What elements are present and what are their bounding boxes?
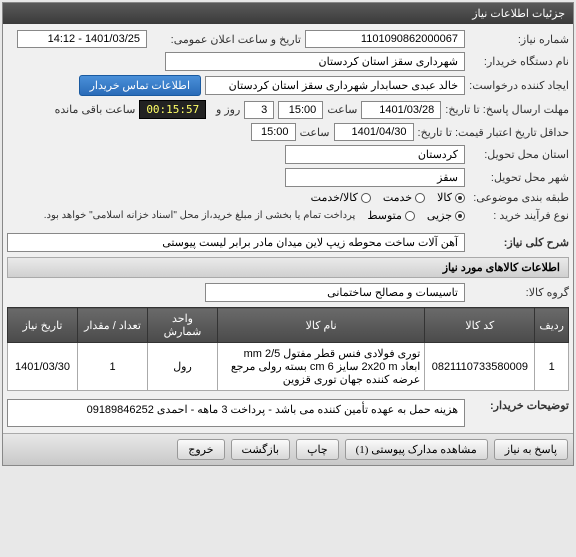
cell-date: 1401/03/30 xyxy=(8,343,78,391)
footer-toolbar: پاسخ به نیاز مشاهده مدارک پیوستی (1) چاپ… xyxy=(3,433,573,465)
row-buyer: نام دستگاه خریدار: شهرداری سقز استان کرد… xyxy=(7,50,569,73)
cell-code: 0821110733580009 xyxy=(425,343,535,391)
deadline-hour: 15:00 xyxy=(278,101,323,119)
cell-qty: 1 xyxy=(78,343,148,391)
remaining-label: ساعت باقی مانده xyxy=(55,103,136,116)
deadline-label: مهلت ارسال پاسخ: تا تاریخ: xyxy=(445,103,569,116)
desc-value: آهن آلات ساخت محوطه زیپ لاین میدان مادر … xyxy=(7,233,465,252)
row-province: استان محل تحویل: کردستان xyxy=(7,143,569,166)
radio-dot-icon xyxy=(405,211,415,221)
radio-goods[interactable]: کالا xyxy=(437,191,465,204)
th-date: تاریخ نیاز xyxy=(8,308,78,343)
desc-title: شرح کلی نیاز: xyxy=(469,236,569,249)
requester-label: ایجاد کننده درخواست: xyxy=(469,79,569,92)
validity-hour: 15:00 xyxy=(251,123,296,141)
city-label: شهر محل تحویل: xyxy=(469,171,569,184)
radio-dot-icon xyxy=(455,211,465,221)
city-value: سقز xyxy=(285,168,465,187)
radio-dot-icon xyxy=(415,193,425,203)
cell-name: توری فولادی فنس قطر مفتول 2/5 mm ابعاد 2… xyxy=(218,343,425,391)
days-label: روز و xyxy=(210,103,240,116)
validity-label: حداقل تاریخ اعتبار قیمت: تا تاریخ: xyxy=(418,126,569,139)
province-value: کردستان xyxy=(285,145,465,164)
category-label: طبقه بندی موضوعی: xyxy=(469,191,569,204)
radio-dot-icon xyxy=(455,193,465,203)
row-buy-type: نوع فرآیند خرید : جزیی متوسط پرداخت تمام… xyxy=(7,206,569,225)
province-label: استان محل تحویل: xyxy=(469,148,569,161)
reply-button[interactable]: پاسخ به نیاز xyxy=(494,439,568,460)
table-row[interactable]: 1 0821110733580009 توری فولادی فنس قطر م… xyxy=(8,343,569,391)
print-button[interactable]: چاپ xyxy=(296,439,339,460)
row-requester: ایجاد کننده درخواست: خالد عبدی حسابدار ش… xyxy=(7,73,569,98)
requester-value: خالد عبدی حسابدار شهرداری سقز استان کردس… xyxy=(205,76,465,95)
exit-button[interactable]: خروج xyxy=(177,439,224,460)
hour-label-1: ساعت xyxy=(327,103,357,116)
row-validity: حداقل تاریخ اعتبار قیمت: تا تاریخ: 1401/… xyxy=(7,121,569,143)
buy-type-label: نوع فرآیند خرید : xyxy=(469,209,569,222)
row-need-no: شماره نیاز: 1101090862000067 تاریخ و ساع… xyxy=(7,28,569,50)
th-row: ردیف xyxy=(535,308,569,343)
cell-row: 1 xyxy=(535,343,569,391)
validity-date: 1401/04/30 xyxy=(334,123,414,141)
items-table: ردیف کد کالا نام کالا واحد شمارش تعداد /… xyxy=(7,307,569,391)
buy-type-radio-group: جزیی متوسط xyxy=(367,209,465,222)
radio-partial-label: متوسط xyxy=(367,209,402,222)
buyer-notes-label: توضیحات خریدار: xyxy=(469,399,569,412)
category-radio-group: کالا خدمت کالا/خدمت xyxy=(311,191,465,204)
need-no-value: 1101090862000067 xyxy=(305,30,465,48)
need-no-label: شماره نیاز: xyxy=(469,33,569,46)
buyer-value: شهرداری سقز استان کردستان xyxy=(165,52,465,71)
radio-mid[interactable]: جزیی xyxy=(427,209,465,222)
radio-dot-icon xyxy=(361,193,371,203)
radio-partial[interactable]: متوسط xyxy=(367,209,415,222)
buyer-notes-value: هزینه حمل به عهده تأمین کننده می باشد - … xyxy=(7,399,465,427)
radio-service-label: خدمت xyxy=(383,191,412,204)
radio-mid-label: جزیی xyxy=(427,209,452,222)
row-buyer-notes: توضیحات خریدار: هزینه حمل به عهده تأمین … xyxy=(7,397,569,429)
deadline-date: 1401/03/28 xyxy=(361,101,441,119)
countdown-timer: 00:15:57 xyxy=(139,100,206,119)
row-category: طبقه بندی موضوعی: کالا خدمت کالا/خدمت xyxy=(7,189,569,206)
panel-title: جزئیات اطلاعات نیاز xyxy=(3,3,573,24)
row-city: شهر محل تحویل: سقز xyxy=(7,166,569,189)
group-label: گروه کالا: xyxy=(469,286,569,299)
radio-both-label: کالا/خدمت xyxy=(311,191,358,204)
buyer-label: نام دستگاه خریدار: xyxy=(469,55,569,68)
th-unit: واحد شمارش xyxy=(148,308,218,343)
hour-label-2: ساعت xyxy=(300,126,330,139)
group-value: تاسیسات و مصالح ساختمانی xyxy=(205,283,465,302)
th-qty: تعداد / مقدار xyxy=(78,308,148,343)
row-desc: شرح کلی نیاز: آهن آلات ساخت محوطه زیپ لا… xyxy=(7,231,569,254)
back-button[interactable]: بازگشت xyxy=(231,439,291,460)
attachments-button[interactable]: مشاهده مدارک پیوستی (1) xyxy=(345,439,488,460)
table-header-row: ردیف کد کالا نام کالا واحد شمارش تعداد /… xyxy=(8,308,569,343)
radio-goods-label: کالا xyxy=(437,191,452,204)
days-value: 3 xyxy=(244,101,274,119)
announce-value: 1401/03/25 - 14:12 xyxy=(17,30,147,48)
announce-label: تاریخ و ساعت اعلان عمومی: xyxy=(151,33,301,46)
radio-service[interactable]: خدمت xyxy=(383,191,425,204)
cell-unit: رول xyxy=(148,343,218,391)
items-section-title: اطلاعات کالاهای مورد نیاز xyxy=(7,257,569,278)
row-deadline: مهلت ارسال پاسخ: تا تاریخ: 1401/03/28 سا… xyxy=(7,98,569,121)
th-code: کد کالا xyxy=(425,308,535,343)
main-panel: جزئیات اطلاعات نیاز شماره نیاز: 11010908… xyxy=(2,2,574,466)
panel-body: شماره نیاز: 1101090862000067 تاریخ و ساع… xyxy=(3,24,573,433)
radio-both[interactable]: کالا/خدمت xyxy=(311,191,371,204)
row-group: گروه کالا: تاسیسات و مصالح ساختمانی xyxy=(7,281,569,304)
buy-note: پرداخت تمام یا بخشی از مبلغ خرید،از محل … xyxy=(36,208,364,223)
contact-button[interactable]: اطلاعات تماس خریدار xyxy=(79,75,201,96)
th-name: نام کالا xyxy=(218,308,425,343)
